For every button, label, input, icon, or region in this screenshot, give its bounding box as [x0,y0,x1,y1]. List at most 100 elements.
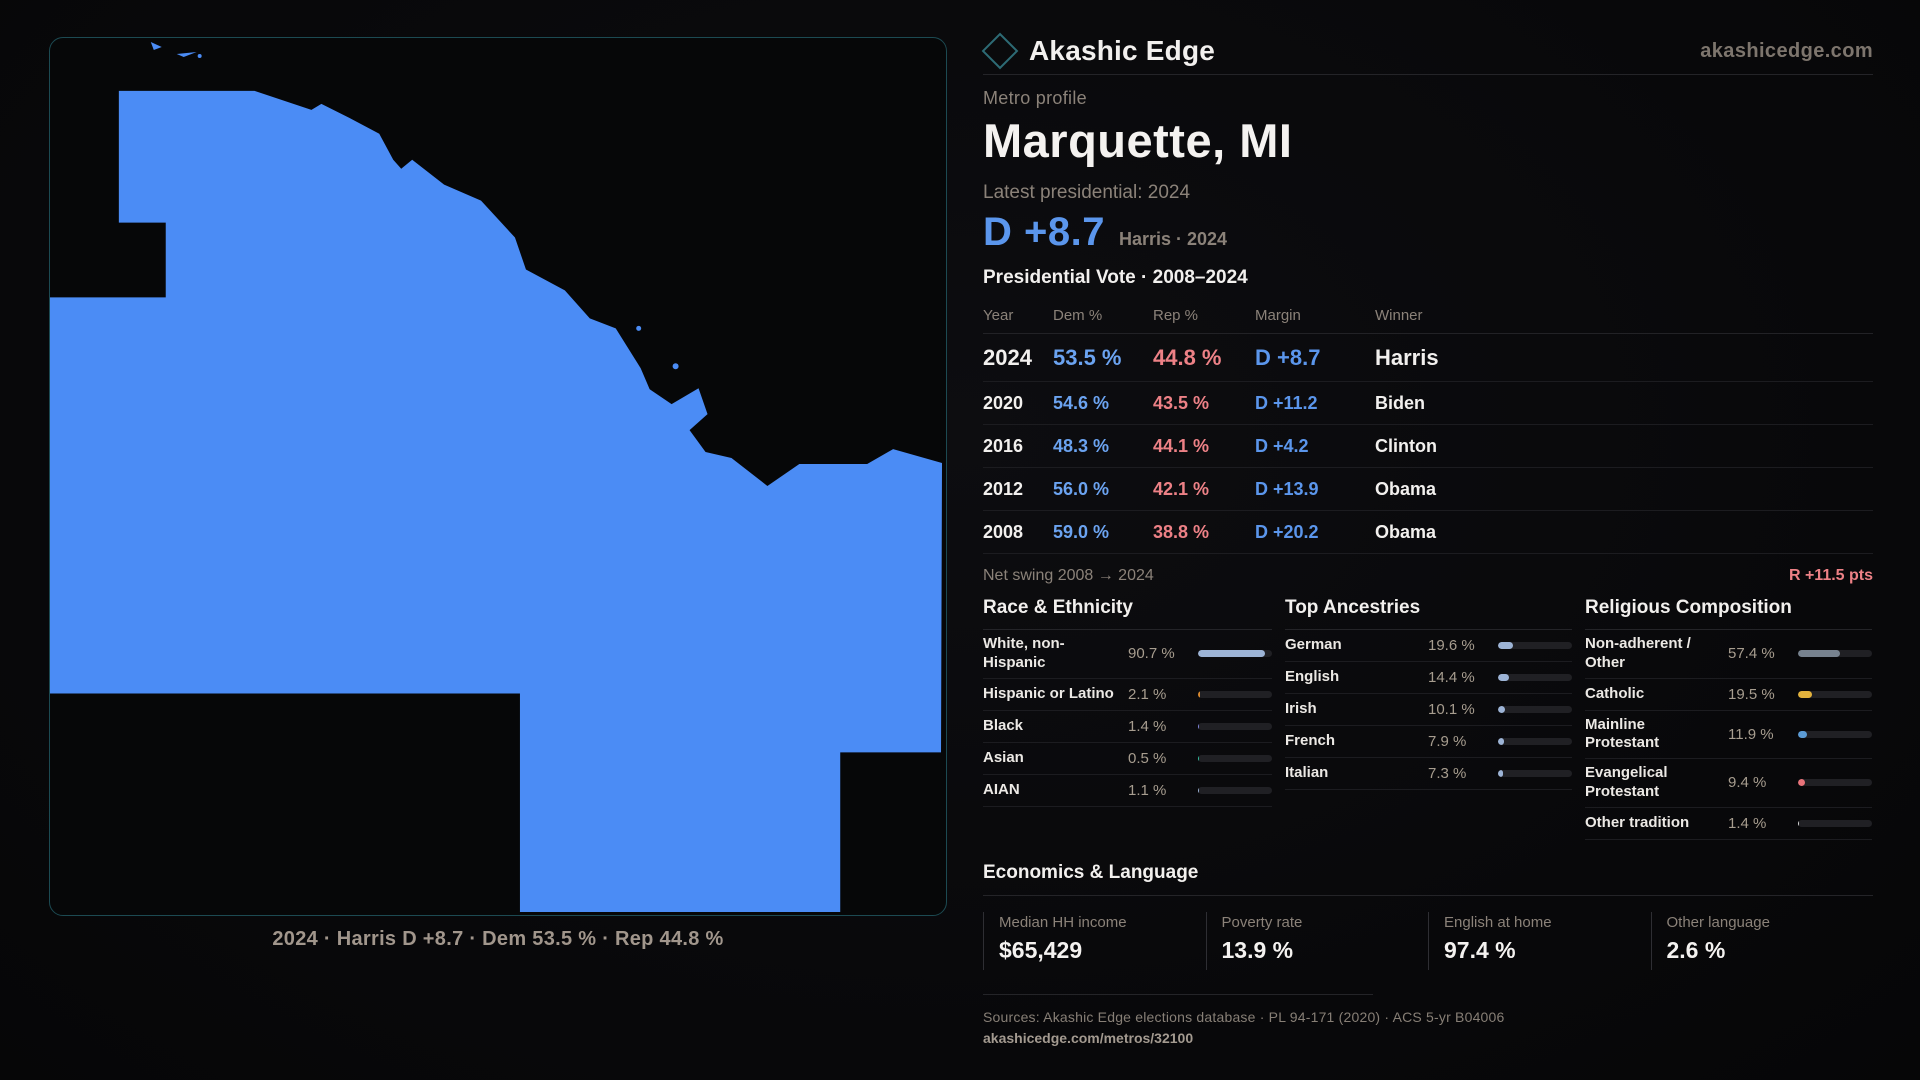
stat-value: 2.1 % [1128,685,1167,703]
vote-table-row: 2020 54.6 % 43.5 % D +11.2 Biden [983,382,1873,425]
stat-row: German 19.6 % [1285,630,1572,662]
hero-margin-context: Harris · 2024 [1118,229,1228,249]
stat-row: Catholic 19.5 % [1585,679,1872,711]
stat-bar [1198,722,1272,730]
stat-label: French [1285,732,1336,750]
stat-label: Other tradition [1585,813,1690,831]
dem-cell: 53.5 % [1053,344,1122,370]
stat-row: Other tradition 1.4 % [1585,808,1872,840]
stat-value: 90.7 % [1128,645,1175,663]
app-header: Akashic Edge akashicedge.com [981,28,1873,74]
stat-bar-fill [1498,706,1506,713]
stat-bar-fill [1798,819,1800,827]
stat-value: 57.4 % [1728,645,1775,663]
stat-bar [1798,690,1872,698]
stat-bar [1198,786,1272,794]
latest-presidential-label: Latest presidential: 2024 [983,182,1191,203]
hero-margin-value: D +8.7 [983,210,1105,254]
map-caption: 2024 · Harris D +8.7 · Dem 53.5 % · Rep … [272,928,724,950]
stat-bar [1498,738,1572,745]
stat-bar-fill [1198,722,1200,730]
county-shape [50,90,943,913]
stat-row: Italian 7.3 % [1285,758,1572,790]
panel-race-ethnicity: Race & Ethnicity White, non-Hispanic 90.7 … [983,597,1272,840]
stat-value: 19.6 % [1428,637,1475,654]
stat-bar [1498,706,1572,713]
economy-stat: Other language 2.6 % [1650,911,1874,970]
year-cell: 2012 [983,478,1024,499]
margin-cell: D +8.7 [1255,344,1321,370]
island-shape [672,363,679,370]
stat-row: Black 1.4 % [983,711,1272,743]
stat-value: 9.4 % [1728,774,1767,792]
stat-bar [1498,770,1572,777]
column-header: Margin [1255,307,1301,324]
net-swing-value: R +11.5 pts [1788,567,1873,584]
winner-cell: Clinton [1375,435,1437,456]
county-map [50,41,943,913]
stat-row: French 7.9 % [1285,726,1572,758]
column-header: Rep % [1153,307,1199,324]
stat-row: Evangelical Protestant 9.4 % [1585,759,1872,808]
stat-bar [1498,674,1572,681]
island-shape [150,41,162,50]
margin-cell: D +11.2 [1255,392,1318,413]
stat-label: Catholic [1585,684,1645,702]
economy-stat-value: 97.4 % [1444,936,1516,963]
stat-row: White, non-Hispanic 90.7 % [983,630,1272,679]
dem-cell: 56.0 % [1053,478,1110,499]
island-shape [197,53,202,58]
stat-bar-fill [1498,674,1509,681]
stat-value: 19.5 % [1728,685,1775,703]
stat-label: White, non-Hispanic [983,635,1065,671]
economics-stats: Median HH income $65,429 Poverty rate 13.9 … [983,911,1874,970]
rep-cell: 42.1 % [1153,478,1210,499]
stat-label: Non-adherent / Other [1585,635,1691,671]
stat-label: Hispanic or Latino [983,684,1114,702]
stat-bar [1498,642,1572,649]
economy-stat-label: Poverty rate [1221,913,1303,931]
stat-value: 7.9 % [1428,733,1467,750]
stat-value: 7.3 % [1428,765,1467,782]
stat-label: Irish [1285,700,1317,718]
margin-cell: D +20.2 [1255,521,1319,542]
stat-row: Hispanic or Latino 2.1 % [983,679,1272,711]
brand-name: Akashic Edge [1029,35,1216,66]
dem-cell: 54.6 % [1053,392,1110,413]
stat-value: 1.4 % [1728,814,1767,832]
stat-value: 10.1 % [1428,701,1475,718]
vote-table-header-row: Year Dem % Rep % Margin Winner [983,300,1873,334]
permalink[interactable]: akashicedge.com/metros/32100 [983,1029,1194,1046]
panel-top-ancestries: Top Ancestries German 19.6 % English 14.4 % I… [1285,597,1572,840]
rep-cell: 43.5 % [1153,392,1210,413]
stat-row: Non-adherent / Other 57.4 % [1585,630,1872,679]
stat-bar-fill [1498,642,1513,649]
stat-row: English 14.4 % [1285,662,1572,694]
margin-cell: D +4.2 [1255,435,1309,456]
vote-table-row: 2016 48.3 % 44.1 % D +4.2 Clinton [983,425,1873,468]
stat-bar-fill [1198,650,1266,658]
year-cell: 2016 [983,435,1024,456]
dem-cell: 59.0 % [1053,521,1110,542]
rep-cell: 44.1 % [1153,435,1210,456]
stat-label: English [1285,668,1340,686]
presidential-vote-table: Year Dem % Rep % Margin Winner 2024 53.5 % 44.… [983,300,1873,554]
stat-label: AIAN [983,780,1020,798]
stat-bar-fill [1198,786,1199,794]
header-divider [983,74,1873,75]
margin-hero: D +8.7 Harris · 2024 [983,210,1873,255]
stat-label: Evangelical Protestant [1585,764,1668,800]
vote-table-row: 2024 53.5 % 44.8 % D +8.7 Harris [983,334,1873,382]
profile-kicker: Metro profile [983,88,1087,108]
brand-domain: akashicedge.com [1700,39,1873,62]
stat-bar [1798,730,1872,738]
year-cell: 2024 [983,344,1032,370]
stat-bar-fill [1498,770,1504,777]
panel-title: Religious Composition [1585,597,1872,630]
year-cell: 2008 [983,521,1024,542]
profile-column: Akashic Edge akashicedge.com Metro profi… [981,28,1874,1046]
economy-stat: Poverty rate 13.9 % [1205,911,1429,970]
panel-title: Race & Ethnicity [983,597,1272,630]
economy-stat-value: 13.9 % [1221,936,1294,963]
economy-stat-value: $65,429 [999,936,1083,963]
